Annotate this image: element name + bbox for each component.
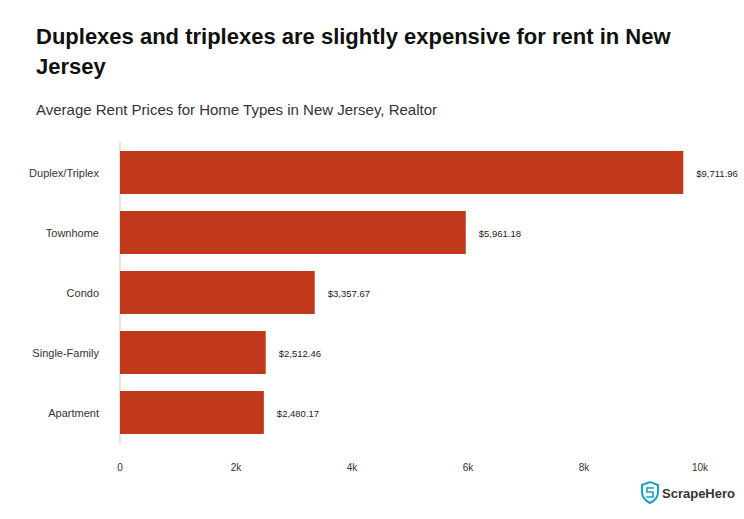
category-label: Condo — [67, 287, 99, 299]
x-tick-label: 6k — [463, 462, 475, 473]
bar — [120, 391, 264, 434]
category-label: Duplex/Triplex — [29, 167, 99, 179]
logo-icon-s — [646, 488, 654, 497]
data-label: $3,357.67 — [328, 288, 370, 299]
x-tick — [236, 444, 237, 448]
category-label: Apartment — [48, 407, 99, 419]
category-label: Townhome — [46, 227, 99, 239]
source: ScrapeHero — [662, 486, 735, 501]
x-tick — [352, 444, 353, 448]
title: Duplexes and triplexes are slightly expe… — [36, 24, 677, 79]
category-label: Single-Family — [32, 347, 99, 359]
x-tick — [584, 444, 585, 448]
data-label: $9,711.96 — [696, 168, 738, 179]
logo: ScrapeHero — [642, 482, 735, 503]
x-tick — [120, 444, 121, 448]
x-tick-label: 8k — [579, 462, 591, 473]
chart: Duplexes and triplexes are slightly expe… — [0, 0, 744, 519]
title-line: Jersey — [36, 54, 107, 79]
x-tick-label: 4k — [347, 462, 359, 473]
x-tick-label: 2k — [231, 462, 243, 473]
bar — [120, 211, 466, 254]
x-tick — [468, 444, 469, 448]
data-label: $2,512.46 — [279, 348, 321, 359]
title-line: Duplexes and triplexes are slightly expe… — [36, 24, 677, 49]
bars — [120, 151, 683, 434]
x-tick-label: 0 — [117, 462, 123, 473]
bar — [120, 331, 266, 374]
x-tick — [700, 444, 701, 448]
subtitle: Average Rent Prices for Home Types in Ne… — [36, 101, 437, 118]
data-label: $2,480.17 — [277, 408, 319, 419]
logo-icon — [642, 482, 658, 503]
bar — [120, 271, 315, 314]
data-label: $5,961.18 — [479, 228, 521, 239]
x-tick-label: 10k — [692, 462, 709, 473]
bar — [120, 151, 683, 194]
